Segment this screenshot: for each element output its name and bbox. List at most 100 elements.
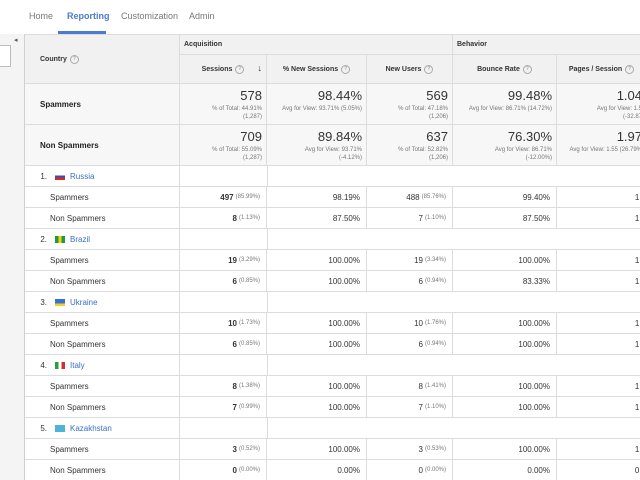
country-row-divider bbox=[267, 292, 268, 313]
segment-label: Non Spammers bbox=[25, 334, 180, 355]
column-header-new-users[interactable]: New Users? bbox=[367, 55, 453, 84]
help-icon[interactable]: ? bbox=[625, 65, 634, 74]
column-header-label: % New Sessions bbox=[283, 66, 338, 73]
segment-label: Non Spammers bbox=[25, 208, 180, 229]
help-icon[interactable]: ? bbox=[424, 65, 433, 74]
total-comparison-line1: Avg for View: 1.5 bbox=[597, 105, 640, 113]
total-value: 578 bbox=[240, 88, 262, 103]
new-sessions-cell: 100.00% bbox=[267, 313, 367, 334]
totals-cell-new-users: 637 % of Total: 52.82% (1,206) bbox=[367, 125, 453, 166]
tab-customization[interactable]: Customization bbox=[121, 11, 178, 21]
sessions-cell: 497 (85.99%) bbox=[180, 187, 267, 208]
column-header-new-sessions[interactable]: % New Sessions? bbox=[267, 55, 367, 84]
flag-icon bbox=[55, 173, 65, 180]
column-header-sessions[interactable]: Sessions? ↓ bbox=[180, 55, 267, 84]
sessions-percent: (3.29%) bbox=[239, 257, 260, 263]
sessions-value: 6 bbox=[233, 340, 237, 349]
new-users-cell: 7 (1.10%) bbox=[367, 208, 453, 229]
help-icon[interactable]: ? bbox=[523, 65, 532, 74]
country-row-filler bbox=[180, 418, 640, 439]
segment-label: Spammers bbox=[25, 376, 180, 397]
sessions-value: 6 bbox=[233, 277, 237, 286]
country-row-divider bbox=[267, 229, 268, 250]
country-row-divider bbox=[267, 355, 268, 376]
new-sessions-cell: 100.00% bbox=[267, 439, 367, 460]
sidebar-search-input[interactable] bbox=[0, 45, 11, 67]
sessions-percent: (1.38%) bbox=[239, 383, 260, 389]
segment-label: Spammers bbox=[25, 439, 180, 460]
help-icon[interactable]: ? bbox=[341, 65, 350, 74]
help-icon[interactable]: ? bbox=[70, 55, 79, 64]
new-sessions-cell: 98.19% bbox=[267, 187, 367, 208]
country-link[interactable]: Ukraine bbox=[70, 298, 98, 307]
new-users-cell: 488 (85.76%) bbox=[367, 187, 453, 208]
total-comparison: Avg for View: 1.5 (-32.87 bbox=[597, 105, 640, 121]
new-users-value: 488 bbox=[406, 193, 419, 202]
tab-admin[interactable]: Admin bbox=[189, 11, 215, 21]
total-comparison: Avg for View: 1.55 (26.79% bbox=[570, 146, 640, 154]
total-comparison: % of Total: 44.91% (1,287) bbox=[212, 105, 262, 121]
total-comparison-line1: Avg for View: 1.55 (26.79% bbox=[570, 146, 640, 154]
new-users-percent: (0.94%) bbox=[425, 278, 446, 284]
pages-per-session-cell: 1.0 bbox=[557, 376, 640, 397]
new-users-percent: (0.00%) bbox=[425, 467, 446, 473]
new-users-percent: (1.41%) bbox=[425, 383, 446, 389]
new-users-value: 7 bbox=[419, 403, 423, 412]
total-comparison-line1: % of Total: 55.09% bbox=[212, 146, 262, 154]
new-sessions-cell: 100.00% bbox=[267, 397, 367, 418]
new-users-cell: 3 (0.53%) bbox=[367, 439, 453, 460]
country-link[interactable]: Kazakhstan bbox=[70, 424, 112, 433]
sort-down-arrow-icon[interactable]: ↓ bbox=[258, 63, 263, 73]
new-sessions-cell: 100.00% bbox=[267, 250, 367, 271]
tab-home[interactable]: Home bbox=[29, 11, 53, 21]
totals-cell-bounce-rate: 99.48% Avg for View: 86.71% (14.72%) bbox=[453, 84, 557, 125]
bounce-rate-cell: 100.00% bbox=[453, 397, 557, 418]
totals-cell-sessions: 709 % of Total: 55.09% (1,287) bbox=[180, 125, 267, 166]
pages-per-session-cell: 1.0 bbox=[557, 313, 640, 334]
new-users-percent: (85.76%) bbox=[422, 194, 446, 200]
behavior-group-header: Behavior bbox=[453, 35, 640, 55]
collapse-left-icon[interactable]: ◂ bbox=[14, 36, 18, 44]
acquisition-label: Acquisition bbox=[184, 41, 222, 48]
country-rank: 2. bbox=[25, 235, 47, 244]
new-users-value: 0 bbox=[419, 466, 423, 475]
country-row-russia: 1. Russia bbox=[25, 166, 180, 187]
country-row-italy: 4. Italy bbox=[25, 355, 180, 376]
total-value: 98.44% bbox=[318, 88, 362, 103]
segment-label: Spammers bbox=[25, 187, 180, 208]
sessions-percent: (85.99%) bbox=[236, 194, 260, 200]
total-comparison-line1: Avg for View: 93.71% (5.05%) bbox=[282, 105, 362, 113]
country-link[interactable]: Russia bbox=[70, 172, 94, 181]
bounce-rate-cell: 100.00% bbox=[453, 439, 557, 460]
total-comparison-line2: (1,206) bbox=[398, 113, 448, 121]
report-table: Country? Acquisition Behavior Sessions? ↓ % N… bbox=[25, 35, 640, 480]
column-header-label: Bounce Rate bbox=[477, 66, 520, 73]
country-link[interactable]: Italy bbox=[70, 361, 85, 370]
column-header-bounce-rate[interactable]: Bounce Rate? bbox=[453, 55, 557, 84]
country-column-header[interactable]: Country? bbox=[25, 35, 180, 84]
total-value: 709 bbox=[240, 129, 262, 144]
column-header-label: New Users bbox=[386, 66, 422, 73]
behavior-label: Behavior bbox=[457, 41, 487, 48]
sessions-percent: (1.73%) bbox=[239, 320, 260, 326]
new-sessions-cell: 0.00% bbox=[267, 460, 367, 480]
totals-cell-new-sessions: 89.84% Avg for View: 93.71% (-4.12%) bbox=[267, 125, 367, 166]
country-link[interactable]: Brazil bbox=[70, 235, 90, 244]
sessions-value: 3 bbox=[233, 445, 237, 454]
bounce-rate-cell: 0.00% bbox=[453, 460, 557, 480]
sessions-cell: 6 (0.85%) bbox=[180, 334, 267, 355]
total-comparison: % of Total: 55.09% (1,287) bbox=[212, 146, 262, 162]
totals-cell-bounce-rate: 76.30% Avg for View: 86.71% (-12.00%) bbox=[453, 125, 557, 166]
total-comparison-line1: % of Total: 52.82% bbox=[398, 146, 448, 154]
new-users-cell: 6 (0.94%) bbox=[367, 334, 453, 355]
sessions-cell: 7 (0.99%) bbox=[180, 397, 267, 418]
new-users-value: 8 bbox=[419, 382, 423, 391]
bounce-rate-cell: 87.50% bbox=[453, 208, 557, 229]
column-header-pages-per-session[interactable]: Pages / Session? bbox=[557, 55, 640, 84]
tab-reporting[interactable]: Reporting bbox=[67, 11, 110, 21]
country-row-kazakhstan: 5. Kazakhstan bbox=[25, 418, 180, 439]
country-rank: 1. bbox=[25, 172, 47, 181]
help-icon[interactable]: ? bbox=[235, 65, 244, 74]
total-comparison: Avg for View: 86.71% (-12.00%) bbox=[495, 146, 552, 162]
sessions-percent: (0.85%) bbox=[239, 341, 260, 347]
